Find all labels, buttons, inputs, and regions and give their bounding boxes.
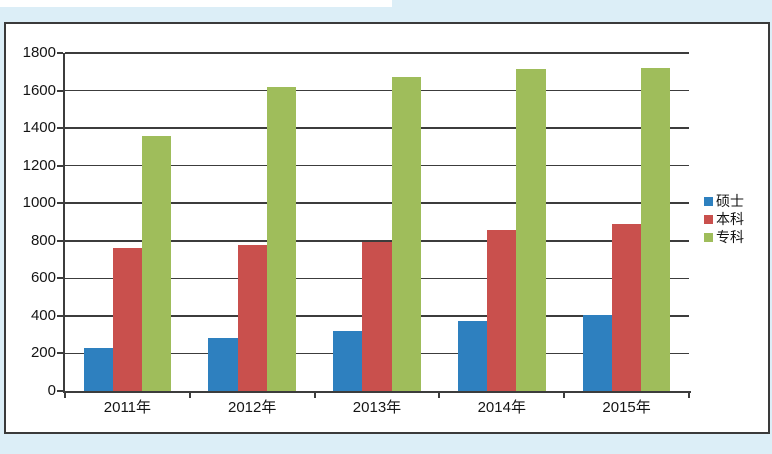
y-axis-tick: [57, 52, 63, 54]
x-axis-label: 2012年: [228, 399, 277, 416]
gridline: [65, 202, 689, 204]
x-axis-tick: [188, 393, 191, 398]
y-axis-label: 400: [30, 306, 56, 324]
y-axis-tick: [57, 314, 63, 317]
bar-专科-2012年: [266, 86, 296, 391]
bar-专科-2013年: [391, 77, 421, 391]
legend-item: 专科: [704, 228, 744, 246]
x-axis-tick: [313, 393, 316, 398]
y-axis-tick: [57, 390, 63, 392]
legend-swatch: [704, 214, 713, 224]
legend-label: 硕士: [716, 193, 744, 209]
x-axis-tick: [438, 393, 441, 398]
y-axis-label: 600: [30, 269, 56, 287]
legend-label: 专科: [716, 229, 744, 245]
y-axis-label: 1600: [22, 81, 56, 99]
y-axis-tick: [57, 89, 63, 92]
bar-本科-2012年: [237, 245, 267, 391]
x-axis-tick: [688, 393, 690, 398]
page-top-margin: [0, 0, 392, 7]
y-axis-label: 1800: [22, 44, 56, 61]
legend-item: 硕士: [704, 192, 744, 210]
y-axis-tick: [57, 202, 63, 205]
y-axis-tick: [57, 164, 63, 167]
bar-本科-2013年: [362, 241, 392, 391]
bar-本科-2011年: [112, 248, 142, 391]
y-axis-line: [63, 53, 65, 393]
bar-硕士-2013年: [333, 330, 363, 391]
bar-硕士-2015年: [582, 314, 612, 391]
x-axis-label: 2015年: [602, 399, 651, 416]
bar-硕士-2014年: [458, 320, 488, 391]
y-axis-tick: [57, 352, 63, 355]
gridline: [65, 127, 689, 129]
x-axis-line: [63, 391, 691, 393]
y-axis-tick: [57, 277, 63, 280]
bar-本科-2015年: [612, 223, 642, 391]
gridline: [65, 240, 689, 242]
x-axis-label: 2013年: [352, 399, 402, 416]
gridline: [65, 89, 689, 92]
bar-专科-2014年: [516, 68, 546, 391]
y-axis-label: 200: [30, 344, 56, 362]
y-axis-label: 1400: [22, 119, 56, 137]
bar-本科-2014年: [487, 230, 517, 391]
legend-item: 本科: [704, 210, 744, 228]
bar-专科-2011年: [142, 135, 172, 391]
plot-area: [65, 52, 689, 391]
bar-专科-2015年: [641, 68, 671, 391]
chart-panel: 1800 1600 1400 1200 1000 800 600 400 200 0 2011年 2…: [4, 22, 770, 434]
y-axis-label: 1000: [22, 194, 56, 212]
gridline: [65, 164, 689, 167]
x-axis-label: 2011年: [103, 399, 152, 416]
y-axis-label: 800: [30, 231, 56, 249]
x-axis-label: 2014年: [477, 399, 526, 416]
bar-硕士-2012年: [208, 338, 238, 391]
legend-label: 本科: [716, 211, 744, 227]
legend-swatch: [704, 232, 713, 242]
y-axis-tick: [57, 239, 63, 242]
gridline: [65, 52, 689, 54]
y-axis-label: 1200: [22, 156, 56, 174]
x-axis-tick: [563, 393, 566, 398]
legend-swatch: [704, 196, 713, 206]
bar-硕士-2011年: [83, 347, 113, 391]
y-axis-tick: [57, 127, 63, 130]
y-axis-label: 0: [47, 382, 56, 399]
legend: 硕士 本科 专科: [704, 192, 744, 246]
x-axis-tick: [64, 393, 66, 398]
